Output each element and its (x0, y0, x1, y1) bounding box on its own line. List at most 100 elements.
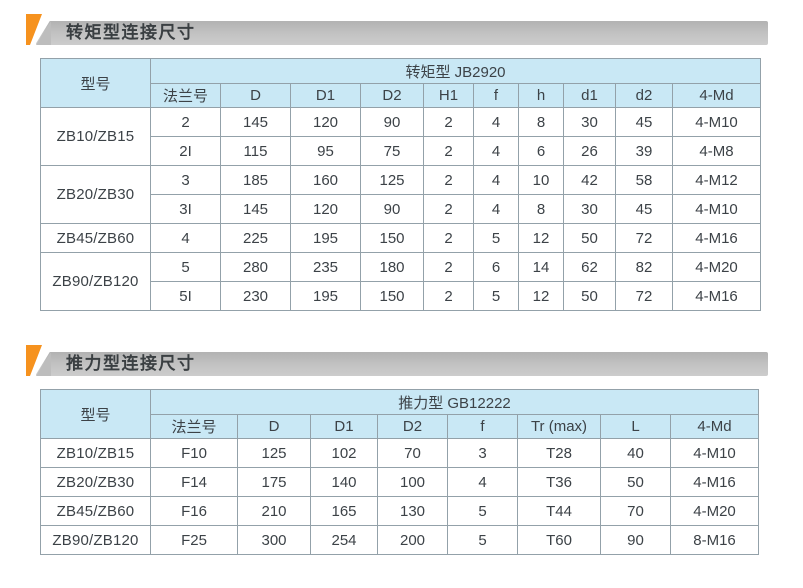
model-cell: ZB10/ZB15 (40, 438, 151, 468)
value-cell: T28 (517, 438, 601, 468)
section-title: 转矩型连接尺寸 (66, 23, 196, 42)
value-cell: 4 (447, 467, 518, 497)
value-cell: 2 (423, 281, 474, 311)
column-header: D1 (310, 414, 378, 439)
value-cell: 5I (150, 281, 221, 311)
value-cell: 230 (220, 281, 291, 311)
table-row: ZB90/ZB120 F25 300 254 200 5 T60 90 8-M1… (40, 525, 759, 555)
value-cell: F10 (150, 438, 238, 468)
value-cell: 4-M20 (670, 496, 759, 526)
column-header: D (237, 414, 311, 439)
value-cell: 90 (360, 194, 424, 224)
value-cell: 130 (377, 496, 448, 526)
value-cell: 40 (600, 438, 671, 468)
value-cell: 72 (615, 223, 673, 253)
table-row: ZB45/ZB60 4 225 195 150 2 5 12 50 72 4-M… (40, 223, 761, 253)
value-cell: 200 (377, 525, 448, 555)
column-header: H1 (423, 83, 474, 108)
value-cell: 102 (310, 438, 378, 468)
value-cell: 75 (360, 136, 424, 166)
value-cell: 100 (377, 467, 448, 497)
column-header: h (518, 83, 564, 108)
table-row: ZB20/ZB30 F14 175 140 100 4 T36 50 4-M16 (40, 467, 759, 497)
column-header: D (220, 83, 291, 108)
value-cell: 4-M20 (672, 252, 761, 282)
flag-icon (25, 14, 51, 45)
model-cell: ZB45/ZB60 (40, 496, 151, 526)
value-cell: 14 (518, 252, 564, 282)
value-cell: 210 (237, 496, 311, 526)
value-cell: 185 (220, 165, 291, 195)
value-cell: 70 (600, 496, 671, 526)
value-cell: 39 (615, 136, 673, 166)
section-header-bar: 推力型连接尺寸 (26, 345, 768, 376)
value-cell: 145 (220, 107, 291, 137)
value-cell: 150 (360, 281, 424, 311)
value-cell: 300 (237, 525, 311, 555)
model-cell: ZB90/ZB120 (40, 525, 151, 555)
column-header: Tr (max) (517, 414, 601, 439)
value-cell: 5 (447, 525, 518, 555)
value-cell: 280 (220, 252, 291, 282)
column-header: d2 (615, 83, 673, 108)
value-cell: 8-M16 (670, 525, 759, 555)
value-cell: 30 (563, 107, 616, 137)
model-cell: ZB45/ZB60 (40, 223, 151, 253)
value-cell: 2 (150, 107, 221, 137)
value-cell: 8 (518, 107, 564, 137)
value-cell: 175 (237, 467, 311, 497)
value-cell: 2 (423, 136, 474, 166)
section-header-bar: 转矩型连接尺寸 (26, 14, 768, 45)
value-cell: 72 (615, 281, 673, 311)
table-row: 5I 230 195 150 2 5 12 50 72 4-M16 (41, 281, 761, 311)
value-cell: 62 (563, 252, 616, 282)
value-cell: 2 (423, 223, 474, 253)
value-cell: 2 (423, 252, 474, 282)
value-cell: 195 (290, 223, 361, 253)
value-cell: 125 (237, 438, 311, 468)
value-cell: 50 (563, 281, 616, 311)
value-cell: T36 (517, 467, 601, 497)
value-cell: 45 (615, 194, 673, 224)
column-header: D1 (290, 83, 361, 108)
thrust-spec-table: 型号 推力型 GB12222 法兰号 D D1 D2 f Tr (max) L … (40, 389, 759, 555)
table-row: 2I 115 95 75 2 4 6 26 39 4-M8 (41, 136, 761, 166)
value-cell: 4 (150, 223, 221, 253)
table-row: ZB10/ZB15 2 145 120 90 2 4 8 30 45 4-M10 (40, 107, 761, 166)
value-cell: 6 (518, 136, 564, 166)
value-cell: 5 (447, 496, 518, 526)
value-cell: 2 (423, 165, 474, 195)
value-cell: 4 (473, 107, 519, 137)
value-cell: 4-M16 (672, 223, 761, 253)
value-cell: 2 (423, 194, 474, 224)
value-cell: 42 (563, 165, 616, 195)
value-cell: 5 (150, 252, 221, 282)
table-row: 3I 145 120 90 2 4 8 30 45 4-M10 (41, 194, 761, 224)
value-cell: F16 (150, 496, 238, 526)
value-cell: 12 (518, 281, 564, 311)
torque-spec-table: 型号 转矩型 JB2920 法兰号 D D1 D2 H1 f h d1 d2 4… (40, 58, 761, 311)
value-cell: 140 (310, 467, 378, 497)
table-row: ZB10/ZB15 F10 125 102 70 3 T28 40 4-M10 (40, 438, 759, 468)
column-header: 法兰号 (150, 83, 221, 108)
value-cell: 4-M10 (672, 194, 761, 224)
column-header: 4-Md (672, 83, 761, 108)
value-cell: 50 (600, 467, 671, 497)
value-cell: 12 (518, 223, 564, 253)
model-column-header: 型号 (40, 58, 151, 108)
value-cell: 180 (360, 252, 424, 282)
value-cell: 50 (563, 223, 616, 253)
value-cell: 150 (360, 223, 424, 253)
value-cell: 30 (563, 194, 616, 224)
value-cell: 4-M16 (672, 281, 761, 311)
column-header: f (473, 83, 519, 108)
value-cell: 26 (563, 136, 616, 166)
section-thrust: 推力型连接尺寸 型号 推力型 GB12222 法兰号 D D1 D2 f Tr … (0, 345, 803, 555)
column-header: f (447, 414, 518, 439)
value-cell: 95 (290, 136, 361, 166)
value-cell: 4-M16 (670, 467, 759, 497)
column-header: L (600, 414, 671, 439)
value-cell: 6 (473, 252, 519, 282)
value-cell: T44 (517, 496, 601, 526)
value-cell: 115 (220, 136, 291, 166)
